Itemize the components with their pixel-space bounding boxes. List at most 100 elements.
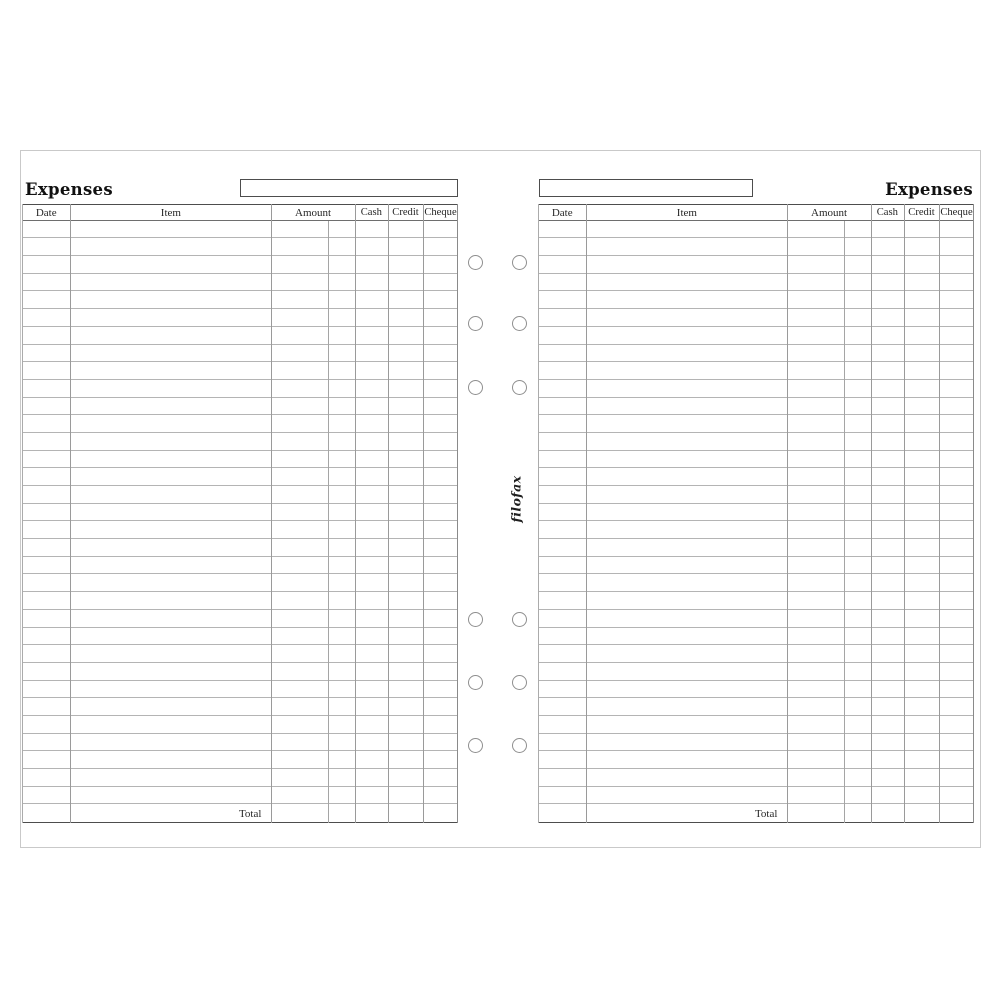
ledger-blank-row[interactable] [538,521,974,540]
column-divider-date-item [586,203,588,824]
punch-hole [468,737,483,753]
hole-row [468,611,527,627]
ledger-blank-row[interactable] [22,398,458,416]
ledger-blank-row[interactable] [538,398,974,416]
ledger-blank-row[interactable] [538,291,974,310]
punch-hole [512,737,527,753]
page-title-right: Expenses [885,180,973,199]
column-divider-item-amount [787,203,789,824]
ledger-blank-row[interactable] [22,539,458,557]
column-divider-cash-credit [388,203,389,824]
ledger-blank-row[interactable] [22,716,458,734]
ledger-blank-row[interactable] [538,274,974,292]
ledger-blank-row[interactable] [538,751,974,769]
ledger-blank-row[interactable] [538,663,974,681]
column-divider-cash-credit [904,203,905,824]
ledger-blank-row[interactable] [22,645,458,663]
ledger-blank-row[interactable] [538,787,974,805]
ledger-blank-row[interactable] [22,521,458,540]
ledger-blank-row[interactable] [22,327,458,345]
ledger-blank-row[interactable] [538,327,974,345]
ledger-blank-row[interactable] [538,628,974,646]
ledger-blank-row[interactable] [538,221,974,239]
column-header-item: Item [676,206,697,219]
ledger-blank-row[interactable] [22,751,458,769]
column-header-date: Date [35,206,57,219]
ledger-blank-row[interactable] [538,309,974,327]
ledger-blank-row[interactable] [538,345,974,363]
ledger-blank-row[interactable] [22,451,458,469]
ledger-blank-row[interactable] [22,592,458,610]
ledger-blank-row[interactable] [22,557,458,575]
ledger-blank-row[interactable] [538,557,974,575]
column-header-credit: Credit [908,206,935,218]
column-header-cash: Cash [876,206,898,218]
table-header-right: Date Item Amount Cash Credit Cheque [538,203,974,221]
ledger-blank-row[interactable] [22,291,458,310]
period-entry-box-right[interactable] [539,179,753,197]
ledger-blank-row[interactable] [22,238,458,257]
ledger-blank-row[interactable] [538,451,974,469]
page-title-left: Expenses [25,180,113,199]
table-border-right [457,203,458,824]
ledger-blank-row[interactable] [22,345,458,363]
ledger-blank-row[interactable] [538,415,974,433]
ledger-blank-row[interactable] [538,574,974,593]
ledger-blank-row[interactable] [538,592,974,610]
ledger-blank-row[interactable] [22,362,458,380]
column-divider-amount-cash [354,203,356,824]
ledger-blank-row[interactable] [22,698,458,716]
punch-hole [512,674,527,690]
ledger-blank-row[interactable] [22,309,458,327]
column-header-cash: Cash [360,206,382,218]
ledger-blank-row[interactable] [22,486,458,504]
ledger-blank-row[interactable] [538,645,974,663]
ledger-blank-row[interactable] [538,734,974,752]
column-header-cheque: Cheque [940,206,973,218]
column-divider-item-amount [271,203,273,824]
ledger-blank-row[interactable] [22,274,458,292]
column-header-credit: Credit [392,206,419,218]
ledger-blank-row[interactable] [538,468,974,486]
ledger-blank-row[interactable] [538,238,974,257]
page-frame [20,150,981,848]
ledger-blank-row[interactable] [538,256,974,274]
ledger-blank-row[interactable] [22,468,458,486]
ledger-blank-row[interactable] [22,681,458,699]
ledger-blank-row[interactable] [22,380,458,398]
ledger-blank-row[interactable] [538,610,974,628]
ledger-blank-row[interactable] [22,221,458,239]
ledger-blank-row[interactable] [538,716,974,734]
ledger-blank-row[interactable] [22,610,458,628]
punch-hole [468,611,483,627]
ledger-blank-row[interactable] [22,574,458,593]
ledger-blank-row[interactable] [22,734,458,752]
hole-row [468,737,527,753]
ledger-blank-row[interactable] [22,504,458,522]
hole-row [468,379,527,395]
ledger-blank-row[interactable] [22,663,458,681]
ledger-blank-row[interactable] [538,698,974,716]
ledger-blank-row[interactable] [538,504,974,522]
ledger-blank-row[interactable] [22,769,458,787]
total-row-right[interactable]: Total [538,805,974,824]
ledger-blank-row[interactable] [22,787,458,805]
table-body-left [22,221,458,805]
ledger-blank-row[interactable] [22,433,458,451]
column-header-amount: Amount [811,206,848,219]
ledger-blank-row[interactable] [538,681,974,699]
ledger-blank-row[interactable] [538,769,974,787]
total-label: Total [238,807,262,820]
ledger-blank-row[interactable] [538,433,974,451]
ledger-blank-row[interactable] [22,628,458,646]
ledger-blank-row[interactable] [538,539,974,557]
ledger-blank-row[interactable] [538,486,974,504]
total-row-left[interactable]: Total [22,805,458,824]
ledger-blank-row[interactable] [538,380,974,398]
column-header-item: Item [160,206,181,219]
ledger-blank-row[interactable] [538,362,974,380]
period-entry-box-left[interactable] [240,179,458,197]
punch-hole [468,674,483,690]
ledger-blank-row[interactable] [22,415,458,433]
ledger-blank-row[interactable] [22,256,458,274]
